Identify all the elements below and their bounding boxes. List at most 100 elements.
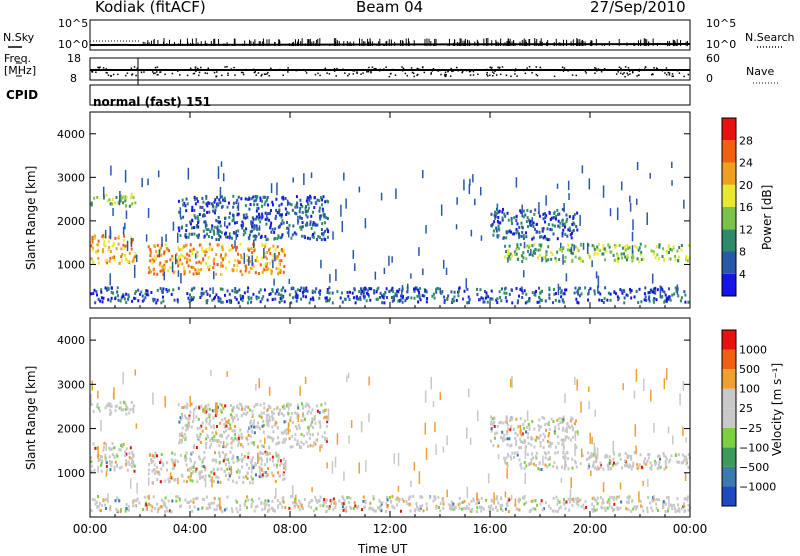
velocity-cell xyxy=(506,464,509,468)
power-streak xyxy=(109,273,111,286)
velocity-streak xyxy=(628,494,630,502)
velocity-colorbar-swatch xyxy=(722,330,736,350)
velocity-streak xyxy=(258,378,260,389)
power-streak xyxy=(582,242,585,250)
velocity-streak xyxy=(147,477,150,486)
nave-point xyxy=(193,72,196,75)
velocity-cell xyxy=(247,442,250,446)
power-cell xyxy=(496,301,499,305)
power-cell xyxy=(324,200,327,204)
velocity-streak xyxy=(204,405,206,415)
power-cell xyxy=(245,227,248,231)
velocity-cell xyxy=(648,453,651,457)
velocity-cell xyxy=(564,506,567,510)
velocity-cell xyxy=(527,435,530,439)
power-cell xyxy=(196,215,199,219)
power-cell xyxy=(487,295,490,299)
power-cell xyxy=(193,232,196,236)
power-cell xyxy=(443,295,446,299)
power-streak xyxy=(109,229,112,240)
power-cell xyxy=(346,290,349,294)
power-cell xyxy=(232,194,235,198)
velocity-cell xyxy=(312,433,315,437)
power-colorbar-swatch xyxy=(722,118,736,141)
velocity-cell xyxy=(278,441,281,445)
power-cell xyxy=(593,292,596,296)
power-cell xyxy=(127,295,130,299)
velocity-streak xyxy=(122,371,124,385)
power-cell xyxy=(105,193,108,197)
power-cell xyxy=(141,299,144,303)
power-cell xyxy=(163,251,166,255)
velocity-cell xyxy=(245,405,248,409)
nave-point xyxy=(631,71,634,73)
velocity-cell xyxy=(208,422,211,426)
power-cell xyxy=(161,265,164,269)
power-streak xyxy=(383,267,386,274)
velocity-cell xyxy=(252,422,255,426)
velocity-cell xyxy=(267,424,270,428)
power-cell xyxy=(326,299,329,303)
velocity-cell xyxy=(588,456,591,460)
power-cell xyxy=(625,258,628,262)
power-cell xyxy=(443,299,446,303)
power-cell xyxy=(550,257,553,261)
velocity-cell xyxy=(653,498,656,502)
velocity-cell xyxy=(554,427,557,431)
power-cell xyxy=(208,268,211,272)
power-cell xyxy=(578,256,581,260)
power-cell xyxy=(158,246,161,250)
velocity-cell xyxy=(323,431,326,435)
velocity-cell xyxy=(615,497,618,501)
velocity-streak xyxy=(368,376,370,386)
velocity-cell xyxy=(686,495,689,499)
power-cell xyxy=(282,270,285,274)
velocity-cell xyxy=(306,411,309,415)
nave-point xyxy=(304,70,307,72)
power-cell xyxy=(486,300,489,304)
power-cell xyxy=(264,262,267,266)
velocity-streak xyxy=(493,492,495,505)
velocity-streak xyxy=(638,491,640,503)
velocity-cell xyxy=(94,502,97,506)
velocity-cell xyxy=(643,460,646,464)
power-cell xyxy=(652,298,655,302)
power-streak xyxy=(470,229,473,237)
velocity-cell xyxy=(319,495,322,499)
power-cell xyxy=(137,288,140,292)
power-cell xyxy=(101,300,104,304)
power-cell xyxy=(188,254,191,258)
velocity-cell xyxy=(129,446,132,450)
power-cell xyxy=(215,293,218,297)
power-cell xyxy=(306,223,309,227)
power-cell xyxy=(160,253,163,257)
power-cell xyxy=(177,256,180,260)
power-cell xyxy=(221,258,224,262)
velocity-cell xyxy=(506,500,509,504)
power-cell xyxy=(280,222,283,226)
power-cell xyxy=(214,198,217,202)
power-cell xyxy=(205,248,208,252)
power-cell xyxy=(665,299,668,303)
power-cell xyxy=(617,260,620,264)
power-cell xyxy=(217,296,220,300)
power-cell xyxy=(600,299,603,303)
velocity-cell xyxy=(687,453,690,457)
power-cell xyxy=(220,195,223,199)
power-cell xyxy=(543,234,546,238)
velocity-cell xyxy=(505,456,508,460)
power-cell xyxy=(644,244,647,248)
velocity-cell xyxy=(120,465,123,469)
power-cell xyxy=(269,252,272,256)
power-cell xyxy=(326,217,329,221)
velocity-cell xyxy=(544,423,547,427)
velocity-cell xyxy=(518,446,521,450)
velocity-cell xyxy=(150,509,153,513)
power-cell xyxy=(113,242,116,246)
power-cell xyxy=(206,204,209,208)
velocity-cell xyxy=(386,505,389,509)
velocity-cell xyxy=(593,498,596,502)
power-cell xyxy=(130,247,133,251)
power-cell xyxy=(675,289,678,293)
power-cell xyxy=(251,267,254,271)
